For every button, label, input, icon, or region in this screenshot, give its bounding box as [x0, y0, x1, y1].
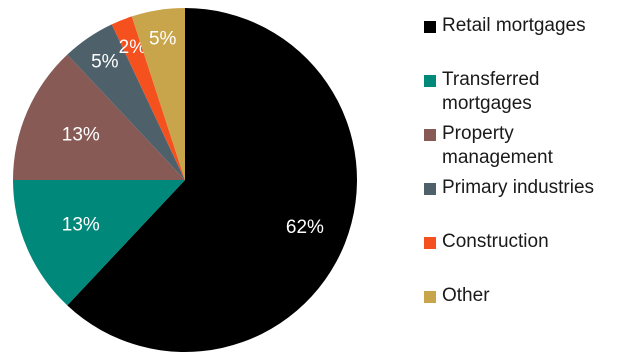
pie-slice-label: 5% [149, 29, 177, 50]
legend-item: Construction [424, 230, 630, 254]
pie-slice-other [131, 8, 185, 180]
pie-slice-construction [111, 16, 185, 181]
pie-slice-label: 13% [62, 124, 100, 145]
legend-label: Transferred mortgages [442, 69, 540, 114]
legend-label: Retail mortgages [442, 15, 586, 36]
legend-item: Other [424, 284, 630, 308]
legend-label: Other [442, 285, 490, 306]
pie-slice-property-management [13, 54, 185, 180]
legend-swatch [424, 291, 436, 303]
legend-label: Construction [442, 231, 549, 252]
legend-item: Retail mortgages [424, 14, 630, 38]
pie-slice-label: 62% [286, 217, 324, 238]
pie-slice-label: 2% [119, 37, 147, 58]
legend-swatch [424, 237, 436, 249]
legend-item: Transferred mortgages [424, 68, 564, 116]
legend-item: Property management [424, 122, 574, 170]
pie-slice-retail-mortgages [67, 8, 358, 352]
legend-label: Primary industries [442, 177, 595, 198]
legend-swatch [424, 21, 436, 33]
pie-slice-primary-industries [67, 24, 185, 180]
legend-label: Property management [442, 123, 553, 168]
legend-swatch [424, 129, 436, 141]
legend-swatch [424, 183, 436, 195]
pie-slice-transferred-mortgages [13, 180, 185, 306]
pie-slice-label: 13% [62, 215, 100, 236]
pie-slice-label: 5% [91, 51, 119, 72]
legend-item: Primary industries [424, 176, 630, 200]
legend-swatch [424, 75, 436, 87]
